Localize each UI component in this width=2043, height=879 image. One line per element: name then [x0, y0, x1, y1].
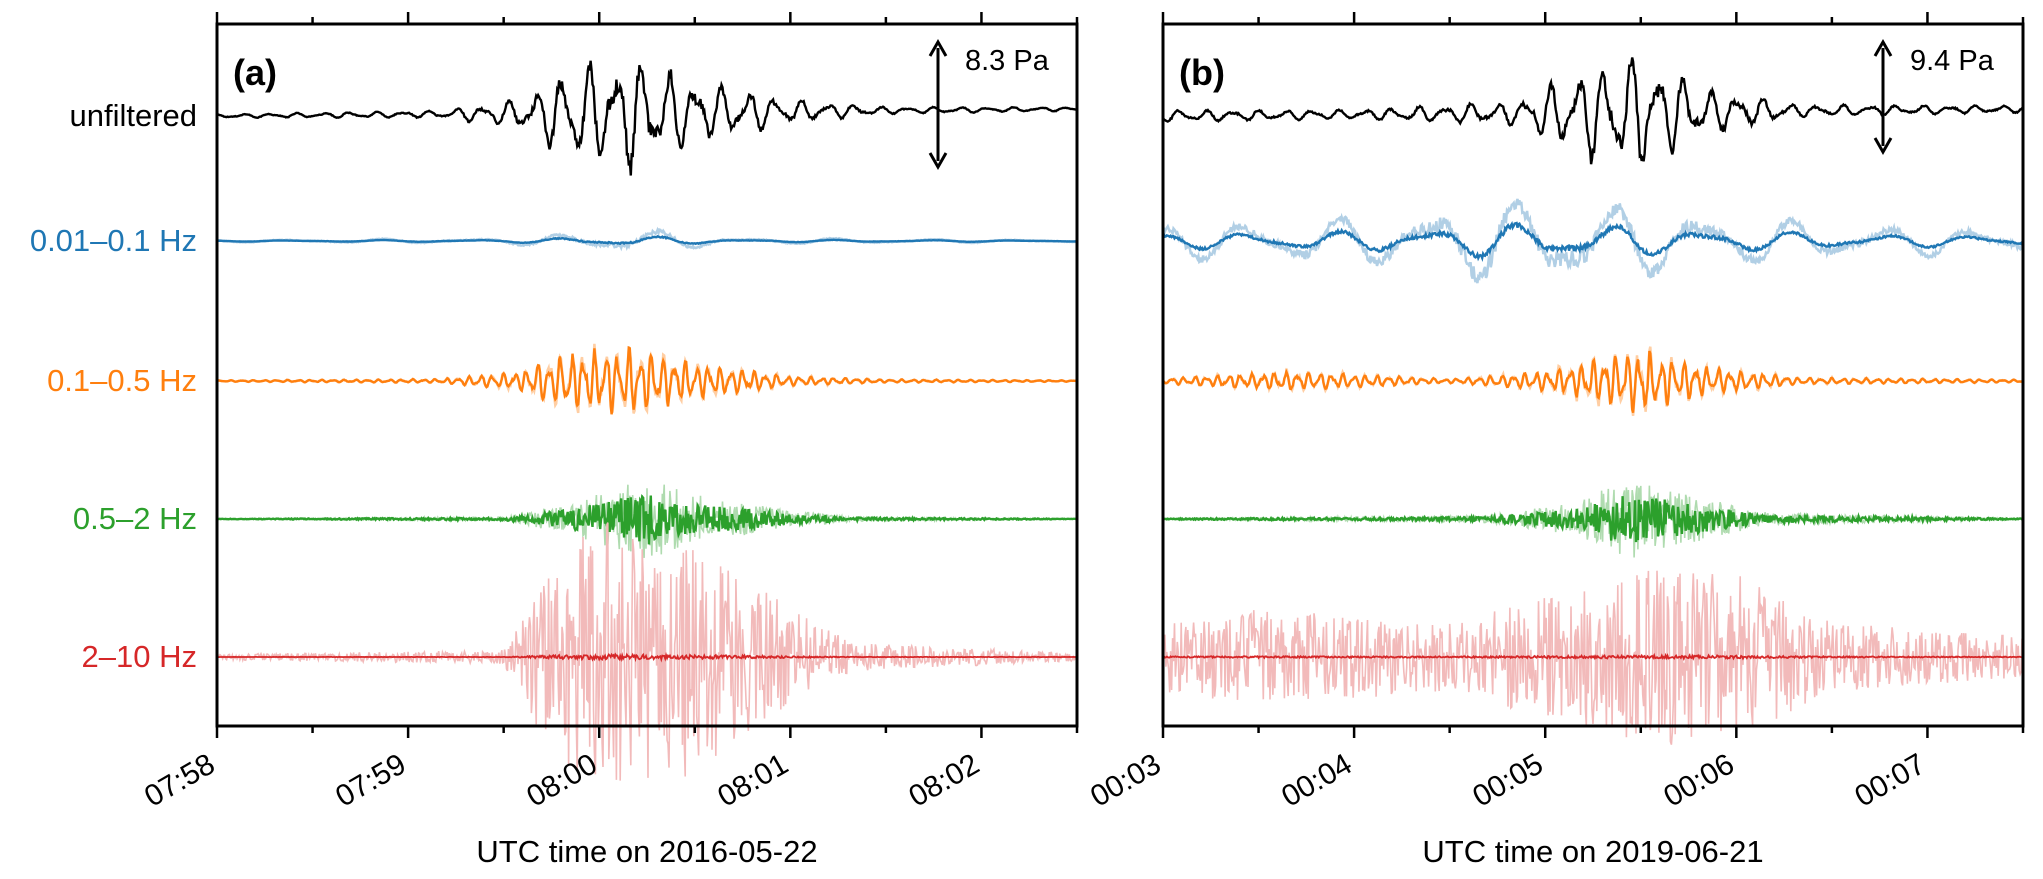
x-tick-label: 00:06: [1658, 747, 1740, 813]
panel-a: unfiltered 0.01–0.1 Hz 0.1–0.5 Hz 0.5–2 Hz 2…: [30, 12, 1079, 869]
trace-3: [216, 345, 1078, 415]
x-tick-label: 00:03: [1085, 747, 1167, 813]
x-tick-label: 08:02: [903, 747, 985, 813]
scale-label: 9.4 Pa: [1910, 45, 1995, 77]
x-tick-label: 00:05: [1467, 747, 1549, 813]
panel-label: (a): [233, 52, 277, 93]
scale-arrow-down-icon: [1873, 137, 1893, 156]
trace-5: [1162, 652, 2024, 661]
x-tick-label: 00:04: [1276, 747, 1358, 813]
x-axis-label: UTC time on 2019-06-21: [1422, 834, 1763, 869]
scale-label: 8.3 Pa: [965, 45, 1050, 77]
trace-4: [1162, 496, 2024, 543]
x-tick-label: 00:07: [1849, 747, 1931, 813]
panel-b: 00:03 00:04 00:05 00:06 00:07 UTC time on 201…: [1085, 12, 2025, 869]
scale-arrow-down-icon: [928, 152, 948, 171]
trace-shade-5: [216, 522, 1078, 781]
trace-2: [217, 234, 1078, 246]
x-tick-label: 08:01: [712, 747, 794, 813]
trace-shade-5: [1162, 570, 2024, 745]
scale-arrow-up-icon: [1873, 38, 1893, 57]
trace-2: [1162, 220, 2024, 263]
trace-1: [1161, 57, 2024, 165]
x-tick-label: 08:00: [521, 747, 603, 813]
axes-frame: [215, 22, 1079, 728]
panel-label: (b): [1179, 52, 1225, 93]
scale-arrow-up-icon: [928, 38, 948, 57]
x-axis-label: UTC time on 2016-05-22: [476, 834, 817, 869]
trace-4: [217, 494, 1077, 545]
trace-1: [217, 60, 1078, 176]
band-label-2: 0.01–0.1 Hz: [30, 223, 197, 258]
band-label-5: 2–10 Hz: [82, 639, 197, 674]
axes-frame: [1161, 22, 2025, 728]
trace-shade-2: [1161, 198, 2024, 284]
x-tick-label: 07:59: [330, 747, 412, 813]
band-label-3: 0.1–0.5 Hz: [47, 363, 197, 398]
trace-3: [1162, 350, 2024, 414]
trace-5: [217, 651, 1077, 663]
x-tick-label: 07:58: [139, 747, 221, 813]
band-label-1: unfiltered: [69, 98, 197, 133]
band-label-4: 0.5–2 Hz: [73, 501, 197, 536]
